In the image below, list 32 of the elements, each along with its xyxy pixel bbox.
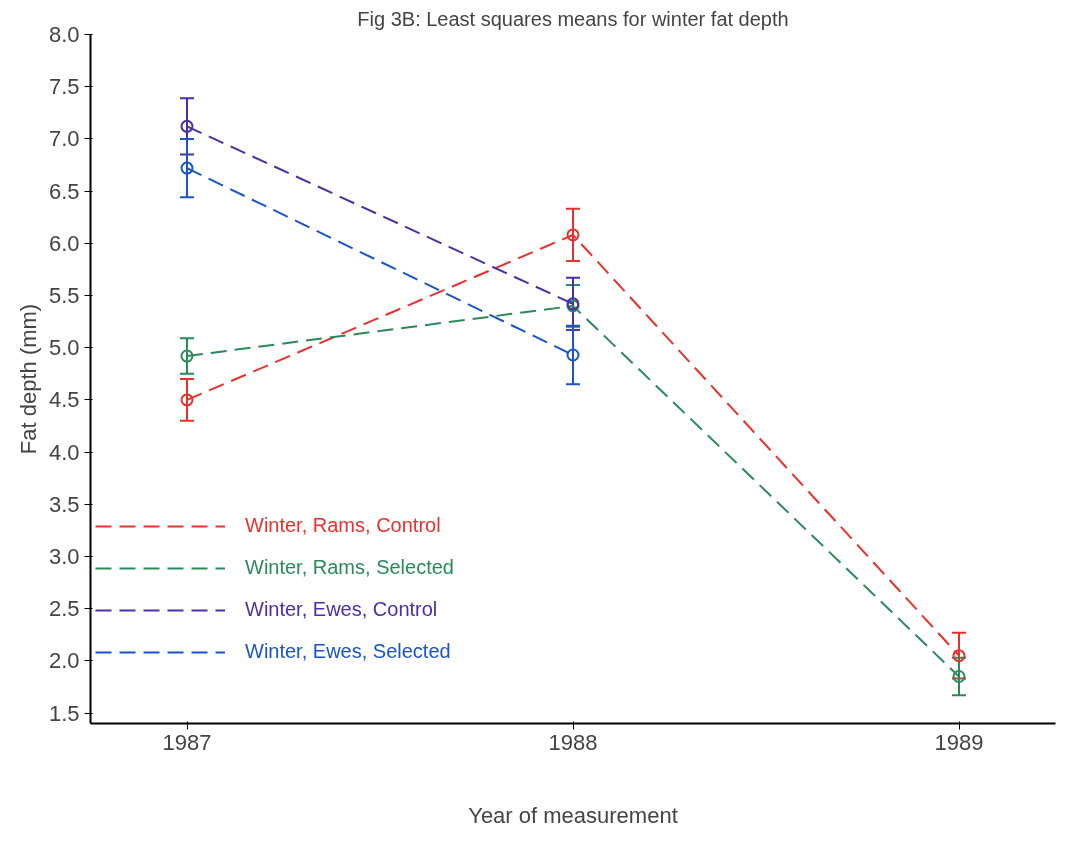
text: Winter, Rams, Selected	[245, 556, 454, 579]
y-tick-label: 3.0	[48, 543, 80, 569]
y-tick-label: 8.0	[48, 22, 80, 47]
point	[566, 228, 580, 242]
y-tick-label: 2.5	[48, 596, 80, 622]
y-tick-label: 4.0	[48, 439, 80, 465]
point	[180, 349, 194, 363]
y-tick-label: 1.5	[48, 700, 80, 726]
x-tick-label: 1989	[934, 729, 984, 755]
text: Winter, Ewes, Control	[245, 598, 438, 621]
y-tick-label: 7.0	[48, 126, 80, 152]
y-tick-label: 5.0	[48, 335, 80, 361]
y-tick-label: 5.5	[48, 282, 80, 308]
y-tick-label: 3.5	[48, 491, 80, 517]
y-tick-label: 2.0	[48, 648, 80, 674]
y-tick-label: 4.5	[48, 387, 80, 413]
chart-title: Fig 3B: Least squares means for winter fat depth	[357, 7, 789, 30]
y-tick-label: 6.5	[48, 178, 80, 204]
point	[180, 393, 194, 407]
y-tick-label: 6.0	[48, 230, 80, 256]
point	[952, 670, 966, 684]
x-axis-title: Year of measurement	[468, 802, 678, 828]
point	[566, 348, 580, 362]
text: Winter, Ewes, Selected	[245, 640, 451, 663]
point	[180, 161, 194, 175]
y-axis-title: Fat depth (mm)	[15, 303, 41, 455]
text: Winter, Rams, Control	[245, 514, 441, 537]
x-tick-label: 1987	[162, 729, 212, 755]
point	[952, 649, 966, 663]
y-tick-label: 7.5	[48, 74, 80, 100]
point	[180, 119, 194, 133]
x-tick-label: 1988	[548, 729, 598, 755]
